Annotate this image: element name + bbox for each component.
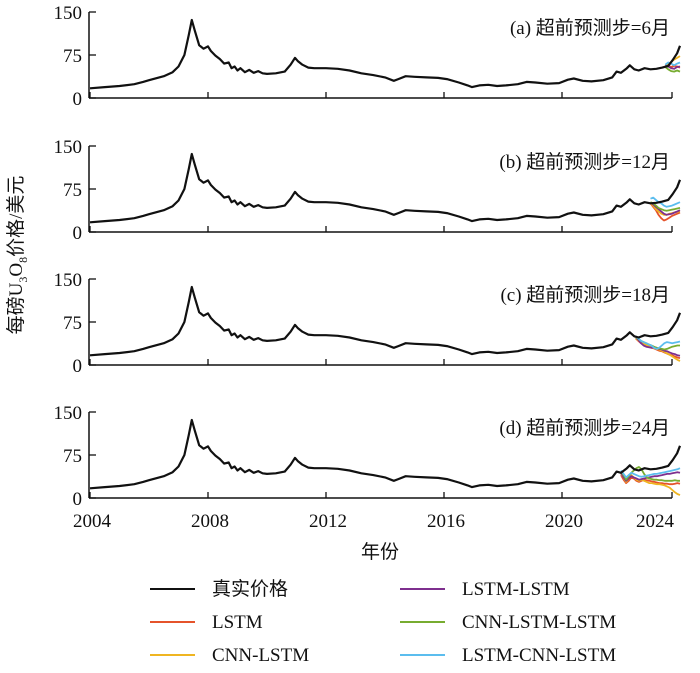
y-axis-label: 每磅U3O8价格/美元 [5, 176, 30, 335]
series-lstm-cnn-lstm [664, 61, 681, 67]
series-cnn-lstm-lstm [664, 66, 681, 73]
y-tick-label: 75 [63, 313, 82, 334]
y-tick-label: 0 [73, 356, 83, 377]
series-cnn-lstm-lstm [650, 201, 681, 212]
panel-label: (d) 超前预测步=24月 [499, 417, 670, 439]
series-lstm [620, 474, 681, 486]
series-lstm-lstm [649, 201, 681, 216]
y-axis-label-sub: 8 [16, 257, 30, 263]
legend-label: LSTM [212, 612, 263, 633]
panel-label: (a) 超前预测步=6月 [510, 17, 670, 39]
legend-label: CNN-LSTM-LSTM [462, 612, 616, 633]
legend-label: CNN-LSTM [212, 645, 309, 666]
y-axis-label-part: 每磅U [5, 282, 27, 334]
series-actual-price [89, 285, 682, 357]
panel-label: (b) 超前预测步=12月 [499, 151, 670, 173]
series-actual-price [89, 18, 682, 90]
legend-label: LSTM-LSTM [462, 579, 570, 600]
x-tick-label: 2012 [309, 511, 347, 532]
y-tick-label: 75 [63, 46, 82, 67]
legend-label: LSTM-CNN-LSTM [462, 645, 616, 666]
legend-item: CNN-LSTM [150, 645, 309, 666]
x-tick-label: 2008 [191, 511, 229, 532]
series-actual-price [89, 418, 682, 490]
series-lstm-cnn-lstm [620, 467, 681, 479]
y-tick-label: 150 [54, 403, 83, 424]
y-tick-label: 150 [54, 137, 83, 158]
y-tick-label: 0 [73, 489, 83, 510]
y-tick-label: 150 [54, 3, 83, 24]
series-actual-price [89, 152, 682, 224]
series-lstm-lstm [620, 471, 681, 482]
y-tick-label: 0 [73, 89, 83, 110]
x-tick-label: 2020 [545, 511, 583, 532]
panel-d: 0 75 150 2004 2008 2012 2016 2020 2024 (d) 超前预测步=… [54, 403, 682, 532]
y-tick-label: 75 [63, 180, 82, 201]
x-tick-label: 2004 [73, 511, 112, 532]
y-axis-label-sub: 3 [16, 277, 30, 283]
legend: 真实价格 LSTM CNN-LSTM LSTM-LSTM CNN-LSTM-LSTM LS… [150, 578, 616, 666]
y-tick-label: 0 [73, 223, 83, 244]
y-tick-label: 150 [54, 270, 83, 291]
panel-b: 0 75 150 (b) 超前预测步=12月 [54, 137, 682, 244]
legend-item: LSTM [150, 612, 263, 633]
legend-item: CNN-LSTM-LSTM [400, 612, 616, 633]
panel-label: (c) 超前预测步=18月 [500, 284, 670, 306]
y-axis-label-part: O [6, 263, 27, 277]
legend-item: LSTM-CNN-LSTM [400, 645, 616, 666]
legend-label: 真实价格 [212, 578, 288, 600]
panel-a: 0 75 150 (a) 超前预测步=6月 [54, 3, 682, 110]
x-tick-label: 2024 [636, 511, 675, 532]
series-lstm-cnn-lstm [635, 335, 681, 350]
y-axis-label-part: 价格/美元 [5, 176, 27, 257]
panel-c: 0 75 150 (c) 超前预测步=18月 [54, 270, 682, 377]
legend-item: LSTM-LSTM [400, 579, 570, 600]
legend-item: 真实价格 [150, 578, 288, 600]
x-tick-label: 2016 [427, 511, 465, 532]
series-lstm-cnn-lstm [650, 196, 681, 208]
x-axis-label: 年份 [361, 541, 399, 563]
y-tick-label: 75 [63, 446, 82, 467]
